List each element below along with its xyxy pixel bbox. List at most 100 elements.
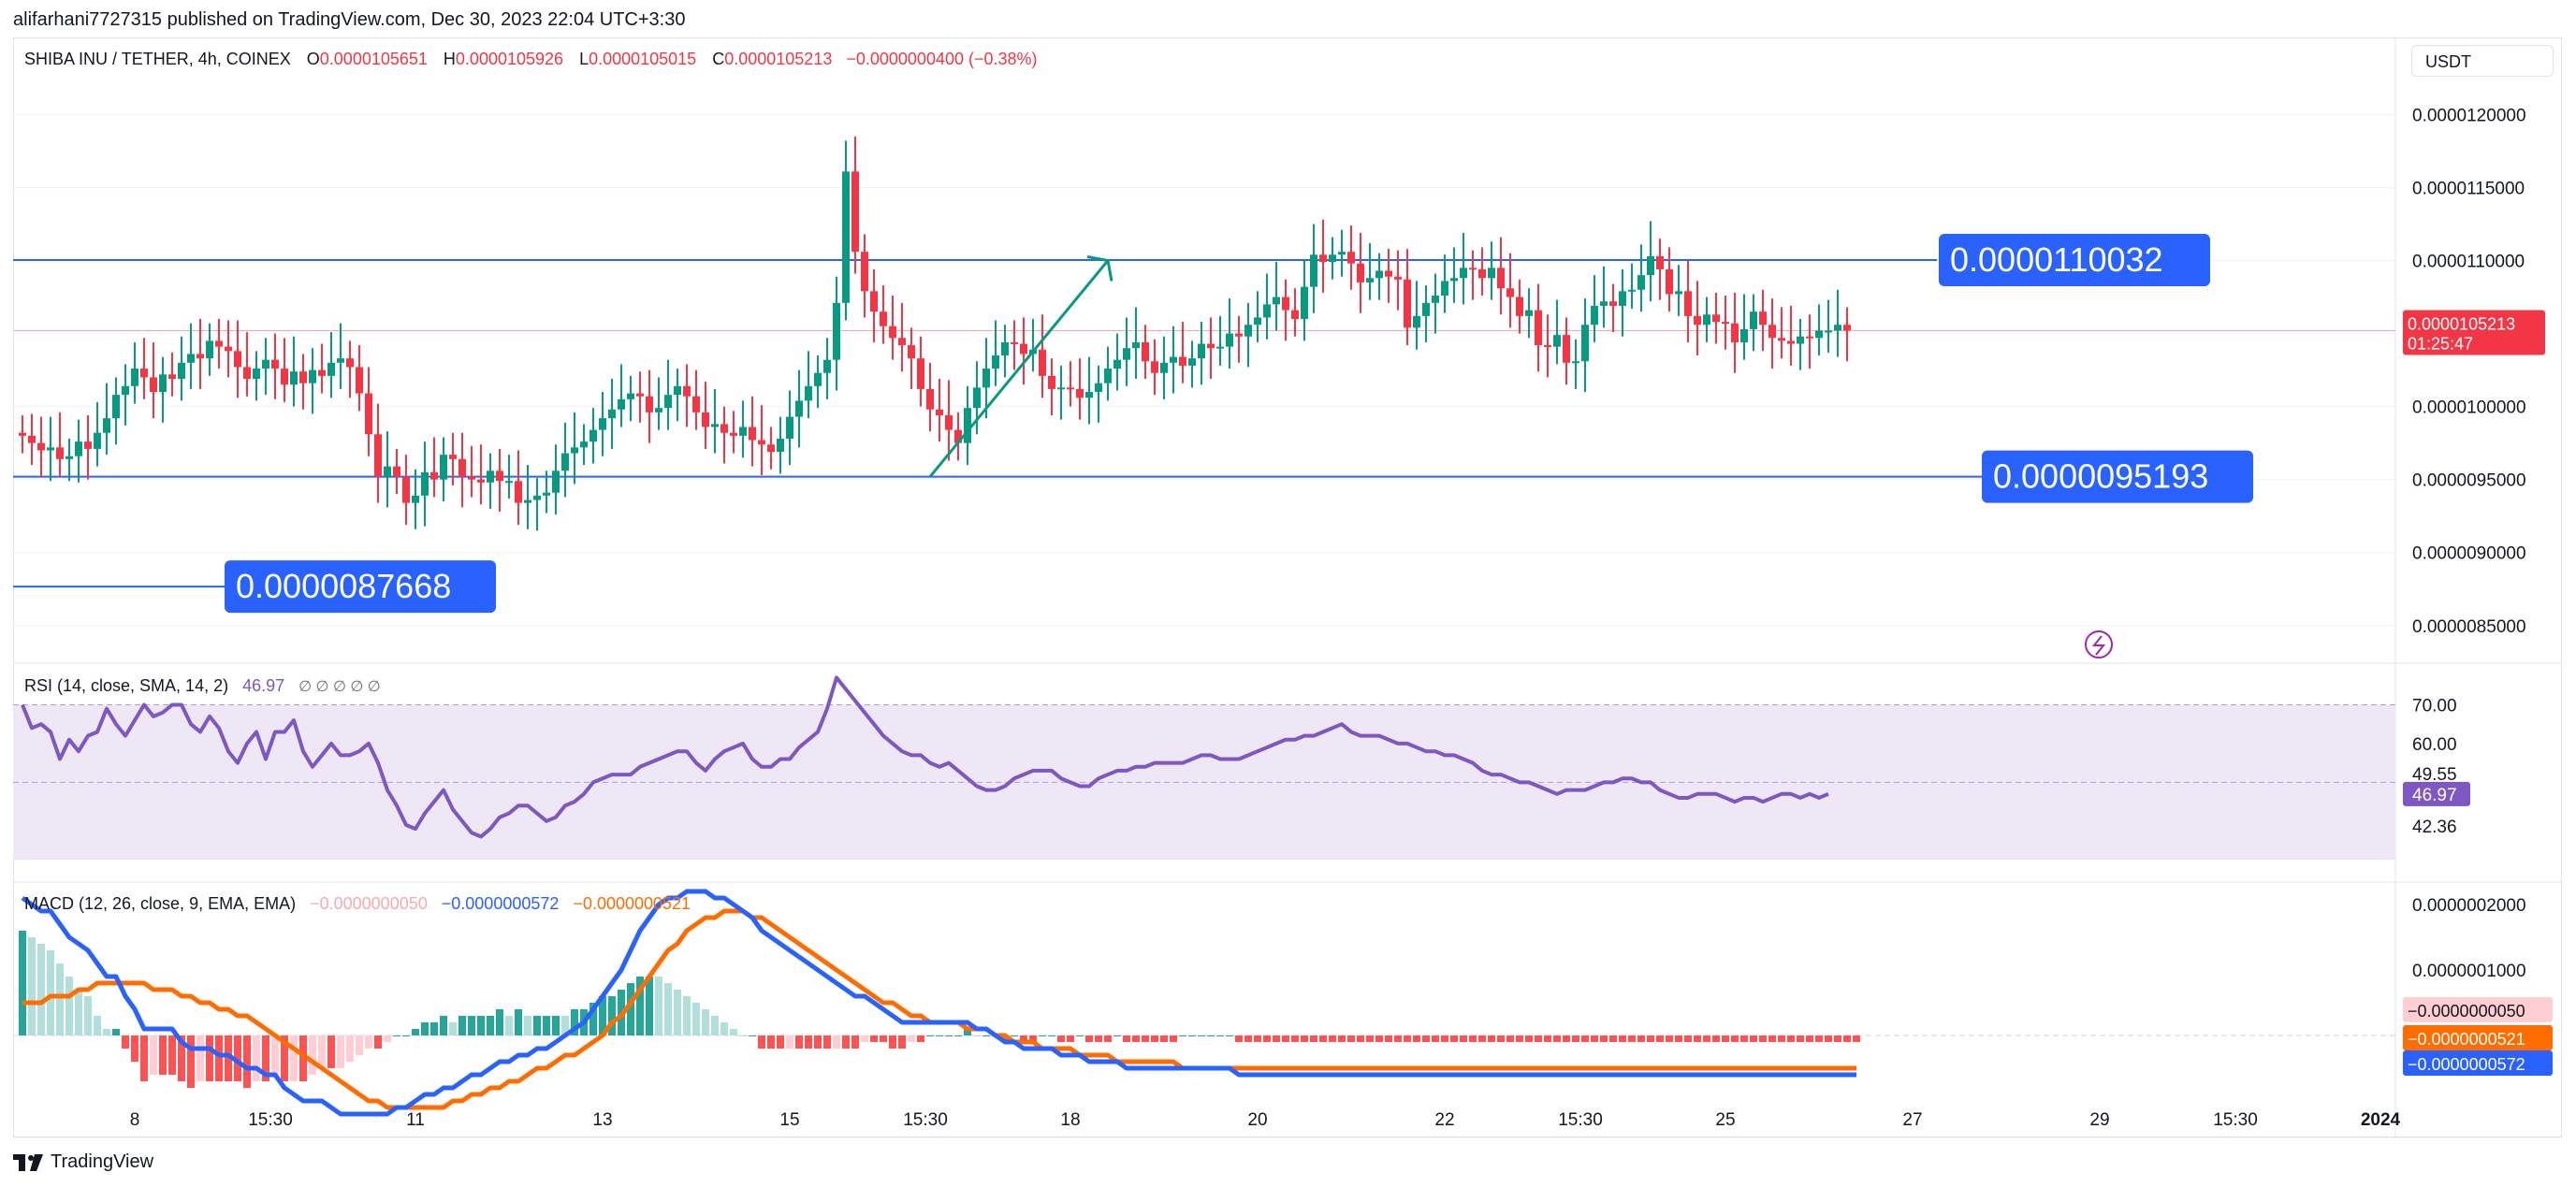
macd-histogram-bar (225, 1035, 232, 1081)
candle-body (253, 369, 260, 379)
macd-histogram-bar (299, 1035, 307, 1081)
candle-body (1216, 346, 1224, 349)
candle-body (1179, 356, 1186, 366)
candle-body (1628, 289, 1636, 292)
macd-histogram-bar (1375, 1035, 1383, 1042)
macd-histogram-bar (917, 1035, 924, 1042)
time-axis-label: 8 (130, 1110, 140, 1130)
rsi-axis-label: 70.00 (2412, 696, 2457, 716)
time-axis-label: 15 (779, 1110, 799, 1130)
macd-histogram-bar (1768, 1035, 1776, 1042)
macd-histogram-bar (1591, 1035, 1598, 1042)
candle-body (636, 393, 644, 397)
macd-histogram-bar (505, 1016, 513, 1035)
macd-histogram-bar (1656, 1035, 1664, 1042)
candle-body (1797, 336, 1804, 344)
candle-body (299, 371, 307, 384)
macd-histogram-bar (1637, 1035, 1645, 1042)
candle-body (1207, 343, 1215, 349)
candle-body (1123, 348, 1130, 360)
rsi-legend-extra: ∅ ∅ ∅ ∅ ∅ (298, 679, 381, 695)
candle-body (1750, 311, 1757, 329)
rsi-value-badge (2403, 781, 2470, 806)
candle-body (1684, 291, 1692, 316)
macd-histogram-bar (1628, 1035, 1636, 1042)
macd-histogram-bar (1609, 1035, 1617, 1042)
macd-histogram-bar (140, 1035, 148, 1081)
macd-histogram-bar (468, 1016, 475, 1035)
macd-histogram-bar (1104, 1035, 1112, 1042)
level-label-text: 0.0000095193 (1993, 457, 2208, 496)
candle-body (814, 372, 822, 386)
macd-histogram-bar (1113, 1035, 1121, 1036)
candle-body (1263, 304, 1271, 318)
candle-body (1385, 270, 1392, 277)
candle-body (627, 393, 634, 399)
macd-histogram-bar (1160, 1035, 1168, 1042)
macd-histogram-bar (1525, 1035, 1533, 1042)
close-value: 0.0000105213 (724, 50, 833, 68)
macd-histogram-bar (1067, 1035, 1074, 1042)
candle-body (861, 252, 868, 292)
time-axis-label: 2024 (2361, 1110, 2401, 1130)
candle-body (515, 481, 522, 503)
candle-body (1806, 336, 1813, 339)
macd-histogram-bar (243, 1035, 251, 1088)
macd-histogram-bar (477, 1016, 485, 1035)
lightning-icon (2085, 630, 2113, 659)
macd-histogram-bar (767, 1035, 775, 1049)
candle-body (1600, 301, 1608, 306)
candle-body (1497, 268, 1505, 289)
macd-histogram-bar (327, 1035, 335, 1068)
candle-body (1675, 291, 1682, 295)
macd-legend-hist: −0.0000000050 (310, 894, 428, 913)
macd-histogram-bar (1338, 1035, 1346, 1042)
candle-body (945, 415, 953, 430)
rsi-legend-value: 46.97 (242, 676, 285, 695)
macd-histogram-bar (786, 1035, 793, 1049)
countdown-label: 01:25:47 (2408, 334, 2473, 353)
macd-histogram-bar (777, 1035, 784, 1049)
macd-histogram-bar (664, 983, 672, 1035)
macd-histogram-bar (1291, 1035, 1299, 1042)
macd-histogram-bar (926, 1035, 934, 1036)
macd-histogram-bar (487, 1016, 494, 1035)
candle-body (543, 492, 550, 496)
candle-body (795, 400, 803, 417)
candle-body (908, 345, 915, 359)
candle-body (552, 470, 560, 493)
candle-body (1609, 301, 1617, 306)
macd-histogram-bar (589, 1003, 597, 1035)
currency-button[interactable]: USDT (2411, 45, 2554, 77)
candle-body (1740, 328, 1748, 342)
macd-histogram-bar (1497, 1035, 1505, 1042)
macd-histogram-bar (964, 1029, 971, 1035)
candle-body (75, 442, 82, 456)
candle-body (112, 395, 120, 419)
candle-body (187, 354, 195, 363)
macd-histogram-bar (1712, 1035, 1720, 1042)
candle-body (889, 326, 896, 339)
time-axis-label: 22 (1434, 1110, 1454, 1130)
symbol-name: SHIBA INU / TETHER, 4h, COINEX (24, 50, 291, 68)
candle-body (1591, 305, 1598, 326)
macd-histogram-bar (954, 1035, 962, 1036)
macd-histogram-bar (1778, 1035, 1785, 1042)
macd-legend-macd: −0.0000000572 (441, 894, 560, 913)
candle-body (122, 385, 129, 396)
candle-body (758, 440, 765, 445)
macd-histogram-bar (1263, 1035, 1271, 1042)
macd-histogram-bar (561, 1016, 569, 1035)
candle-body (309, 369, 316, 384)
candle-body (346, 358, 354, 368)
price-axis-label: 0.0000090000 (2412, 544, 2526, 564)
macd-histogram-bar (1825, 1035, 1832, 1042)
time-axis-label: 11 (406, 1110, 425, 1130)
candle-body (851, 171, 859, 253)
time-axis-label: 29 (2089, 1110, 2109, 1130)
macd-histogram-bar (1815, 1035, 1823, 1042)
candle-body (1637, 275, 1645, 290)
macd-histogram-bar (730, 1029, 737, 1035)
candle-body (1170, 356, 1177, 363)
